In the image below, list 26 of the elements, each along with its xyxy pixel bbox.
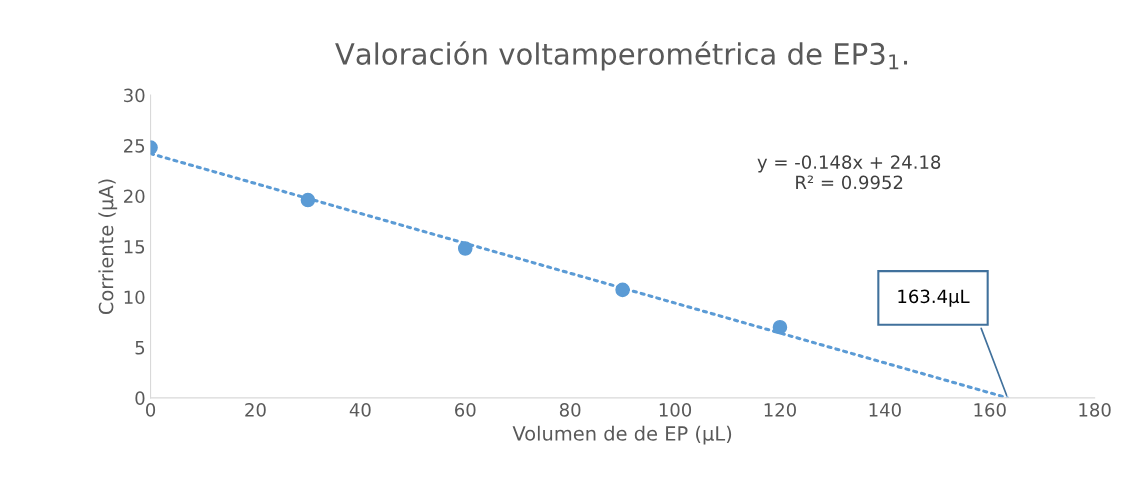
x-tick-label: 140 bbox=[869, 403, 901, 417]
y-tick-label: 0 bbox=[135, 391, 145, 405]
point bbox=[772, 319, 788, 335]
x-tick-label: 40 bbox=[349, 403, 371, 417]
y-tick-label: 15 bbox=[124, 240, 145, 254]
x-tick-label: 0 bbox=[146, 403, 156, 417]
annotation: y = -0.148x + 24.18 R² = 0.9952 bbox=[757, 155, 941, 190]
annotation: 163.4µL bbox=[898, 289, 970, 307]
x-tick-label: 180 bbox=[1079, 403, 1111, 417]
y-axis-title: Corriente (µA) bbox=[98, 179, 118, 315]
x-tick-label: 80 bbox=[559, 403, 581, 417]
y-tick-label: 5 bbox=[135, 341, 145, 355]
y-tick-label: 10 bbox=[124, 290, 145, 305]
x-tick-label: 160 bbox=[974, 403, 1006, 417]
y-tick-label: 20 bbox=[124, 189, 145, 204]
x-tick-label: 120 bbox=[764, 403, 796, 417]
point bbox=[457, 241, 473, 256]
y-tick-label: 25 bbox=[124, 138, 145, 153]
x-tick-label: 100 bbox=[659, 403, 692, 417]
point bbox=[615, 282, 630, 298]
chart-title: Valoración voltamperométrica de EP3$_{1}$. bbox=[335, 41, 908, 71]
y-tick-label: 30 bbox=[124, 88, 145, 103]
x-tick-label: 60 bbox=[455, 403, 476, 417]
x-axis-title: Volumen de de EP (µL) bbox=[512, 425, 732, 445]
point bbox=[300, 192, 316, 208]
x-tick-label: 20 bbox=[245, 403, 266, 417]
